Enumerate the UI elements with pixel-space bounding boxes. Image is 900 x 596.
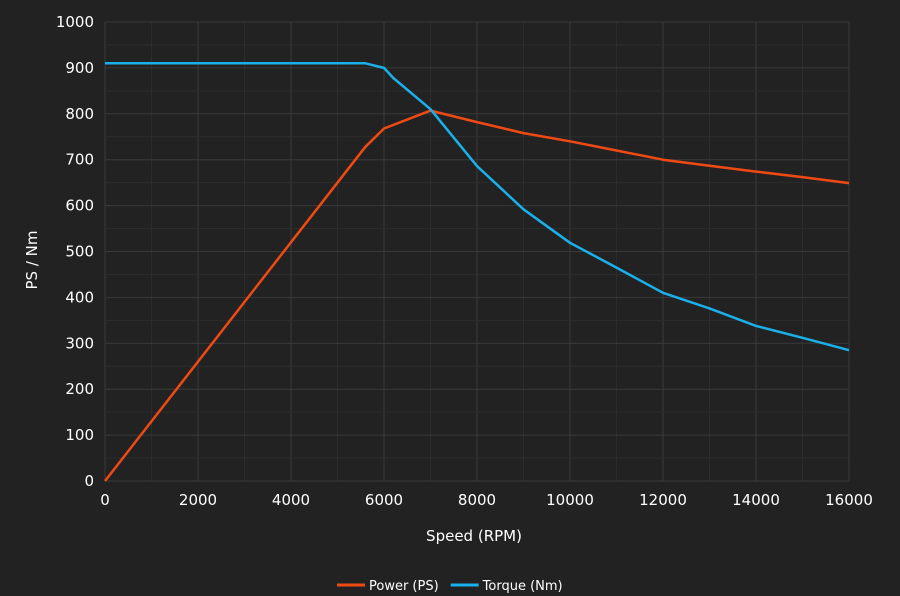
x-axis-ticks: 0 2000 4000 6000 8000 10000 12000 14000 16000 [100,491,873,509]
y-axis-ticks: 0 100 200 300 400 500 600 700 800 900 1000 [56,13,94,490]
x-tick-label: 6000 [365,491,403,509]
y-tick-label: 400 [65,288,94,306]
x-axis-title: Speed (RPM) [426,527,522,545]
grid [104,21,850,482]
x-tick-label: 0 [100,491,110,509]
y-tick-label: 0 [84,472,94,490]
y-tick-label: 700 [65,151,94,169]
y-tick-label: 500 [65,243,94,261]
x-tick-label: 8000 [458,491,496,509]
x-tick-label: 14000 [732,491,780,509]
y-tick-label: 100 [65,426,94,444]
legend: Power (PS) Torque (Nm) [337,579,563,594]
y-tick-label: 900 [65,59,94,77]
y-tick-label: 600 [65,197,94,215]
y-axis-title: PS / Nm [23,231,41,290]
legend-label-torque-nm: Torque (Nm) [482,579,563,594]
x-tick-label: 16000 [825,491,873,509]
series-line-power-ps [104,109,850,482]
x-tick-label: 4000 [272,491,310,509]
y-tick-label: 300 [65,334,94,352]
x-tick-label: 10000 [546,491,594,509]
series-line-torque-nm [105,62,850,352]
legend-label-power-ps: Power (PS) [369,579,439,594]
x-tick-label: 2000 [179,491,217,509]
x-tick-label: 12000 [639,491,687,509]
y-tick-label: 800 [65,105,94,123]
y-tick-label: 200 [65,380,94,398]
series-group [104,62,850,482]
y-tick-label: 1000 [56,13,94,31]
